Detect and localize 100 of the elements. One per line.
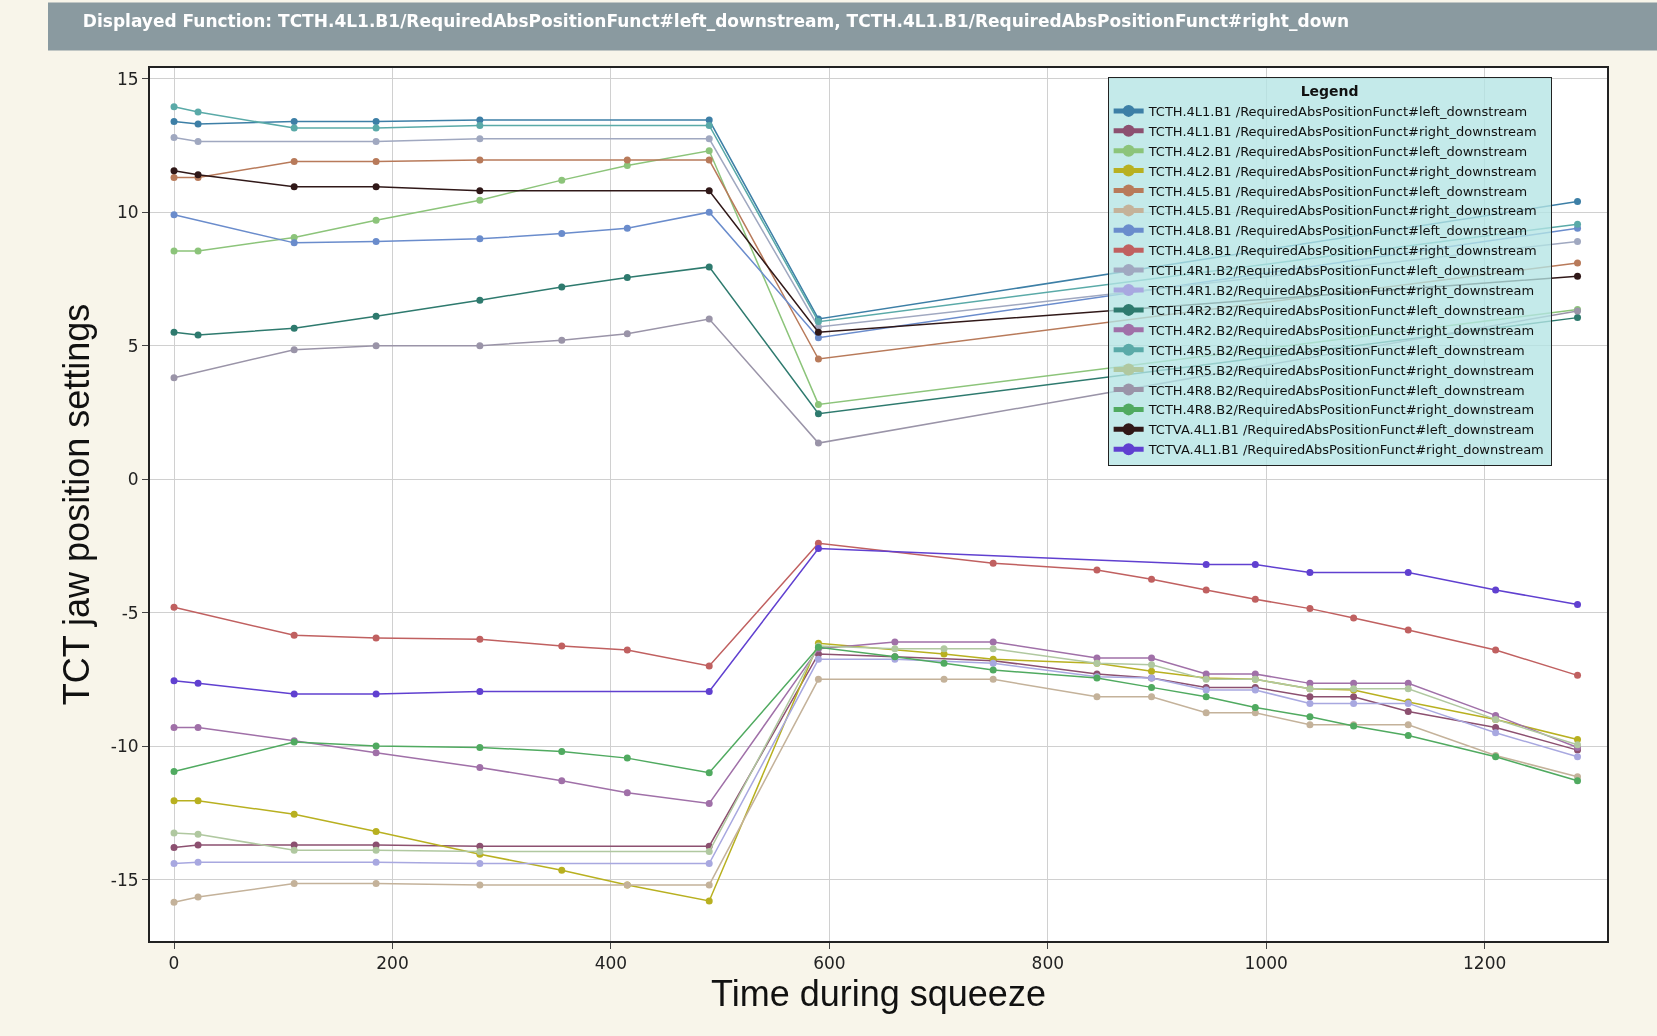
point xyxy=(989,559,997,567)
point xyxy=(476,187,484,195)
legend-label: TCTH.4R1.B2/RequiredAbsPositionFunct#left_downstream xyxy=(1147,263,1525,279)
point xyxy=(194,108,202,116)
point xyxy=(1574,272,1582,280)
point xyxy=(1404,731,1412,739)
point xyxy=(170,677,178,685)
point xyxy=(558,866,566,874)
point xyxy=(1148,575,1156,583)
point xyxy=(623,274,631,282)
y-tick-label: 15 xyxy=(116,68,139,89)
point xyxy=(194,247,202,255)
point xyxy=(170,211,178,219)
legend-label: TCTH.4L5.B1 /RequiredAbsPositionFunct#left_downstream xyxy=(1147,183,1528,199)
point xyxy=(476,687,484,695)
point xyxy=(705,315,713,323)
point xyxy=(705,263,713,271)
point xyxy=(705,208,713,216)
point xyxy=(170,133,178,141)
point xyxy=(558,642,566,650)
point xyxy=(170,328,178,336)
x-tick-label: 0 xyxy=(168,953,180,974)
point xyxy=(705,687,713,695)
x-tick-label: 1200 xyxy=(1463,953,1507,974)
legend-label: TCTH.4R2.B2/RequiredAbsPositionFunct#left_downstream xyxy=(1147,302,1525,318)
point xyxy=(940,675,948,683)
legend-label: TCTH.4R8.B2/RequiredAbsPositionFunct#left_downstream xyxy=(1147,382,1525,398)
legend-label: TCTH.4R2.B2/RequiredAbsPositionFunct#right_downstream xyxy=(1147,322,1535,338)
point xyxy=(170,603,178,611)
chart-title: Displayed Function: TCTH.4L1.B1/RequiredAbsPositionFunct#left_downstream, TCTH.4L1.B1/RequiredAbsPositionFunct#right_down xyxy=(82,11,1350,32)
y-axis-title: TCT jaw position settings xyxy=(56,303,98,706)
point xyxy=(1251,703,1259,711)
point xyxy=(372,124,380,132)
point xyxy=(194,797,202,805)
y-tick-label: 5 xyxy=(127,335,139,356)
point xyxy=(1574,601,1582,609)
point xyxy=(372,742,380,750)
point xyxy=(170,898,178,906)
point xyxy=(476,881,484,889)
legend-label: TCTH.4L2.B1 /RequiredAbsPositionFunct#right_downstream xyxy=(1147,163,1537,179)
point xyxy=(372,117,380,125)
point xyxy=(891,645,899,653)
point xyxy=(476,196,484,204)
point xyxy=(1404,569,1412,577)
legend-label: TCTH.4R1.B2/RequiredAbsPositionFunct#right_downstream xyxy=(1147,283,1535,299)
point xyxy=(194,723,202,731)
point xyxy=(290,117,298,125)
point xyxy=(705,135,713,143)
point xyxy=(170,797,178,805)
point xyxy=(623,646,631,654)
legend-label: TCTH.4L5.B1 /RequiredAbsPositionFunct#right_downstream xyxy=(1147,203,1537,219)
point xyxy=(1404,707,1412,715)
point xyxy=(194,858,202,866)
y-tick-label: -5 xyxy=(121,602,139,623)
point xyxy=(194,137,202,145)
legend-label: TCTH.4L1.B1 /RequiredAbsPositionFunct#right_downstream xyxy=(1147,123,1537,139)
x-tick-label: 800 xyxy=(1031,953,1065,974)
legend-label: TCTH.4L8.B1 /RequiredAbsPositionFunct#left_downstream xyxy=(1147,223,1528,239)
point xyxy=(170,103,178,111)
point xyxy=(705,147,713,155)
point xyxy=(372,137,380,145)
point xyxy=(194,331,202,339)
point xyxy=(372,342,380,350)
legend-label: TCTH.4L8.B1 /RequiredAbsPositionFunct#right_downstream xyxy=(1147,243,1537,259)
point xyxy=(814,655,822,663)
legend-label: TCTH.4R5.B2/RequiredAbsPositionFunct#left_downstream xyxy=(1147,342,1525,358)
point xyxy=(1350,693,1358,701)
point xyxy=(989,638,997,646)
point xyxy=(705,800,713,808)
point xyxy=(476,296,484,304)
legend-label: TCTH.4R8.B2/RequiredAbsPositionFunct#right_downstream xyxy=(1147,402,1535,418)
point xyxy=(1404,685,1412,693)
point xyxy=(814,355,822,363)
point xyxy=(1306,699,1314,707)
point xyxy=(1306,721,1314,729)
point xyxy=(372,216,380,224)
point xyxy=(170,829,178,837)
point xyxy=(372,828,380,836)
point xyxy=(372,858,380,866)
point xyxy=(1148,693,1156,701)
legend-label: TCTH.4L2.B1 /RequiredAbsPositionFunct#left_downstream xyxy=(1147,143,1528,159)
point xyxy=(372,690,380,698)
point xyxy=(1093,566,1101,574)
point xyxy=(290,880,298,888)
point xyxy=(558,777,566,785)
point xyxy=(1202,586,1210,594)
point xyxy=(476,235,484,243)
point xyxy=(372,157,380,165)
point xyxy=(623,224,631,232)
point xyxy=(476,121,484,129)
point xyxy=(705,848,713,856)
point xyxy=(372,880,380,888)
point xyxy=(705,187,713,195)
point xyxy=(1148,683,1156,691)
point xyxy=(290,846,298,854)
point xyxy=(558,283,566,291)
point xyxy=(1404,626,1412,634)
point xyxy=(1148,667,1156,675)
point xyxy=(170,767,178,775)
x-axis-title: Time during squeeze xyxy=(711,973,1046,1015)
